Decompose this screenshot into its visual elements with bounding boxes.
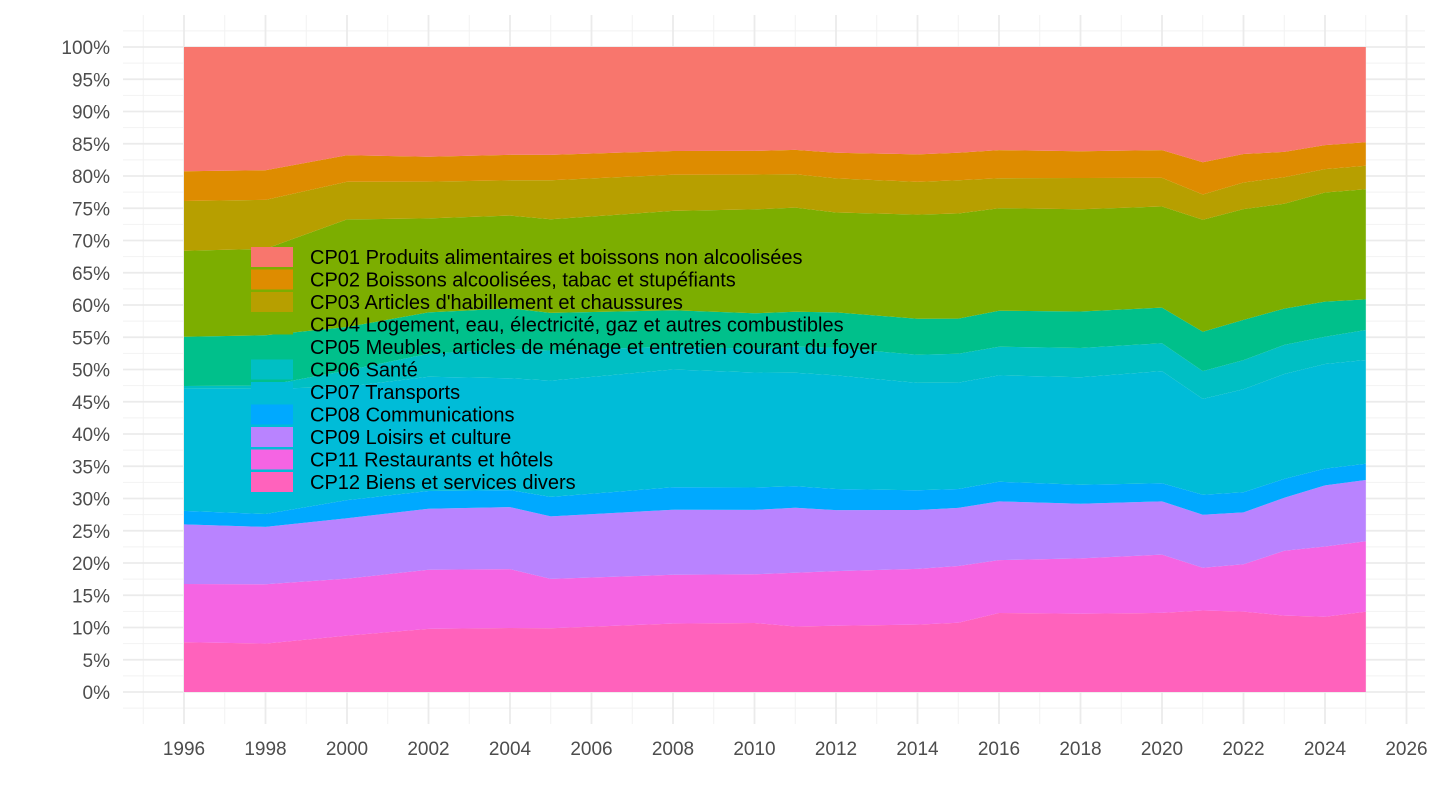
x-tick-label: 2018: [1059, 739, 1101, 760]
y-tick-label: 20%: [72, 554, 110, 575]
legend-label: CP02 Boissons alcoolisées, tabac et stup…: [310, 270, 736, 292]
y-tick-label: 80%: [72, 167, 110, 188]
legend-label: CP01 Produits alimentaires et boissons n…: [310, 247, 803, 269]
area-series-10: [184, 47, 1366, 172]
x-tick-label: 2020: [1141, 739, 1183, 760]
y-tick-label: 25%: [72, 522, 110, 543]
y-tick-label: 15%: [72, 586, 110, 607]
y-tick-label: 100%: [61, 38, 110, 59]
x-tick-label: 2006: [570, 739, 612, 760]
legend-label: CP07 Transports: [310, 382, 460, 404]
y-tick-label: 0%: [83, 683, 111, 704]
x-tick-label: 2026: [1385, 739, 1427, 760]
y-tick-label: 35%: [72, 457, 110, 478]
legend-key: [251, 292, 293, 312]
area-series-3: [184, 463, 1366, 527]
legend-label: CP06 Santé: [310, 360, 418, 382]
y-tick-label: 60%: [72, 296, 110, 317]
y-tick-label: 50%: [72, 361, 110, 382]
y-tick-label: 65%: [72, 264, 110, 285]
x-tick-label: 1998: [244, 739, 286, 760]
legend-label: CP05 Meubles, articles de ménage et entr…: [310, 337, 877, 359]
legend: CP01 Produits alimentaires et boissons n…: [251, 247, 877, 494]
area-series-0: [184, 610, 1366, 692]
legend-key: [251, 337, 293, 357]
area-series-9: [184, 142, 1366, 201]
area-series-2: [184, 480, 1366, 585]
y-tick-label: 85%: [72, 135, 110, 156]
area-series-8: [184, 165, 1366, 251]
legend-label: CP03 Articles d'habillement et chaussure…: [310, 292, 683, 314]
legend-label: CP09 Loisirs et culture: [310, 427, 511, 449]
x-tick-label: 2000: [326, 739, 368, 760]
x-tick-label: 2024: [1304, 739, 1347, 760]
area-series-4: [184, 360, 1366, 514]
legend-label: CP04 Logement, eau, électricité, gaz et …: [310, 315, 844, 337]
x-tick-label: 2012: [815, 739, 857, 760]
y-tick-label: 70%: [72, 232, 110, 253]
legend-key: [251, 382, 293, 402]
x-tick-label: 1996: [163, 739, 205, 760]
y-tick-label: 10%: [72, 619, 110, 640]
legend-key: [251, 427, 293, 447]
legend-key: [251, 359, 293, 380]
y-tick-label: 75%: [72, 199, 110, 220]
area-series-6: [184, 299, 1366, 386]
legend-key: [251, 247, 293, 267]
x-tick-label: 2014: [896, 739, 939, 760]
legend-key: [251, 314, 293, 335]
y-tick-label: 55%: [72, 328, 110, 349]
area-series-7: [184, 189, 1366, 337]
x-tick-label: 2004: [489, 739, 532, 760]
x-tick-label: 2016: [978, 739, 1020, 760]
x-tick-label: 2010: [733, 739, 775, 760]
area-series-1: [184, 541, 1366, 644]
x-axis: 1996 1998 2000 2002 2004 2006 2008 2010 2012 2014…: [163, 739, 1428, 760]
legend-label: CP11 Restaurants et hôtels: [310, 450, 553, 472]
y-tick-label: 40%: [72, 425, 110, 446]
area-layers: [184, 47, 1366, 692]
legend-key: [251, 269, 293, 290]
legend-label: CP12 Biens et services divers: [310, 472, 576, 494]
y-tick-label: 5%: [83, 651, 111, 672]
y-tick-label: 90%: [72, 103, 110, 124]
y-tick-label: 95%: [72, 70, 110, 91]
legend-label: CP08 Communications: [310, 405, 515, 427]
x-tick-label: 2022: [1222, 739, 1264, 760]
y-axis: 0% 5% 10% 15% 20% 25% 30% 35% 40% 45% 50% 55% 60% 65%…: [61, 38, 110, 704]
legend-key: [251, 472, 293, 492]
legend-key: [251, 404, 293, 425]
y-tick-label: 45%: [72, 393, 110, 414]
legend-key: [251, 449, 293, 470]
x-tick-label: 2002: [407, 739, 449, 760]
y-tick-label: 30%: [72, 490, 110, 511]
x-tick-label: 2008: [652, 739, 694, 760]
area-series-5: [184, 330, 1366, 399]
